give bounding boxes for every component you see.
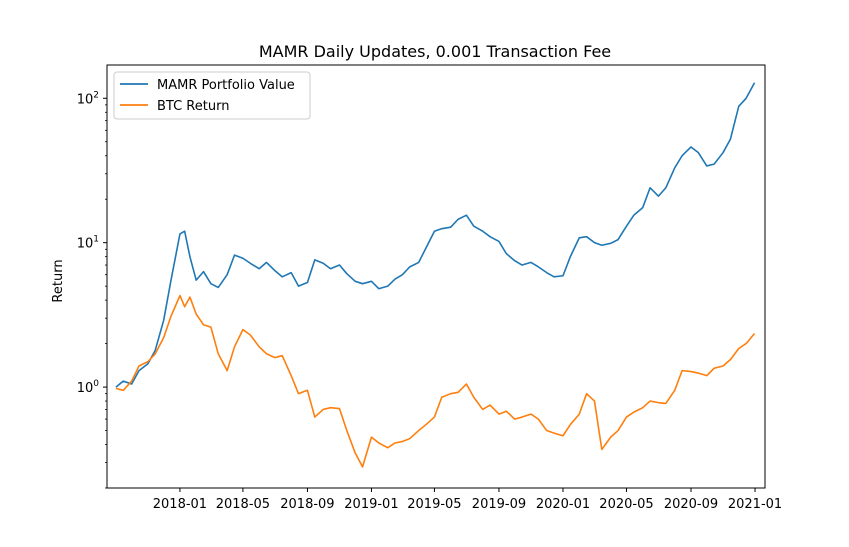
legend-label: MAMR Portfolio Value bbox=[157, 78, 295, 93]
x-tick-label: 2018-01 bbox=[153, 497, 207, 512]
y-tick-label: 102 bbox=[77, 90, 99, 107]
legend-box bbox=[113, 71, 311, 120]
x-tick-label: 2019-01 bbox=[344, 497, 398, 512]
y-axis-label: Return bbox=[51, 259, 66, 302]
x-tick-label: 2021-01 bbox=[728, 497, 782, 512]
x-tick-label: 2020-09 bbox=[664, 497, 718, 512]
x-tick-label: 2020-01 bbox=[536, 497, 590, 512]
series-line-mamr-portfolio-value bbox=[115, 82, 756, 388]
x-tick-label: 2018-09 bbox=[280, 497, 334, 512]
x-tick-label: 2020-05 bbox=[599, 497, 653, 512]
plot-frame bbox=[106, 64, 766, 489]
y-tick-label: 101 bbox=[77, 235, 99, 252]
series-layer bbox=[115, 82, 756, 468]
series-line-btc-return bbox=[115, 294, 756, 468]
chart-title: MAMR Daily Updates, 0.001 Transaction Fe… bbox=[259, 42, 611, 61]
legend: MAMR Portfolio Value BTC Return bbox=[113, 71, 311, 120]
legend-label: BTC Return bbox=[157, 99, 229, 114]
x-tick-label: 2019-09 bbox=[472, 497, 526, 512]
y-tick-label: 100 bbox=[77, 379, 100, 396]
x-tick-label: 2019-05 bbox=[407, 497, 461, 512]
x-axis-ticks: 2018-01 2018-05 2018-09 2019-01 2019-05 2019-… bbox=[153, 488, 782, 512]
y-axis-ticks: 100 101 102 bbox=[77, 90, 107, 489]
x-tick-label: 2018-05 bbox=[216, 497, 270, 512]
